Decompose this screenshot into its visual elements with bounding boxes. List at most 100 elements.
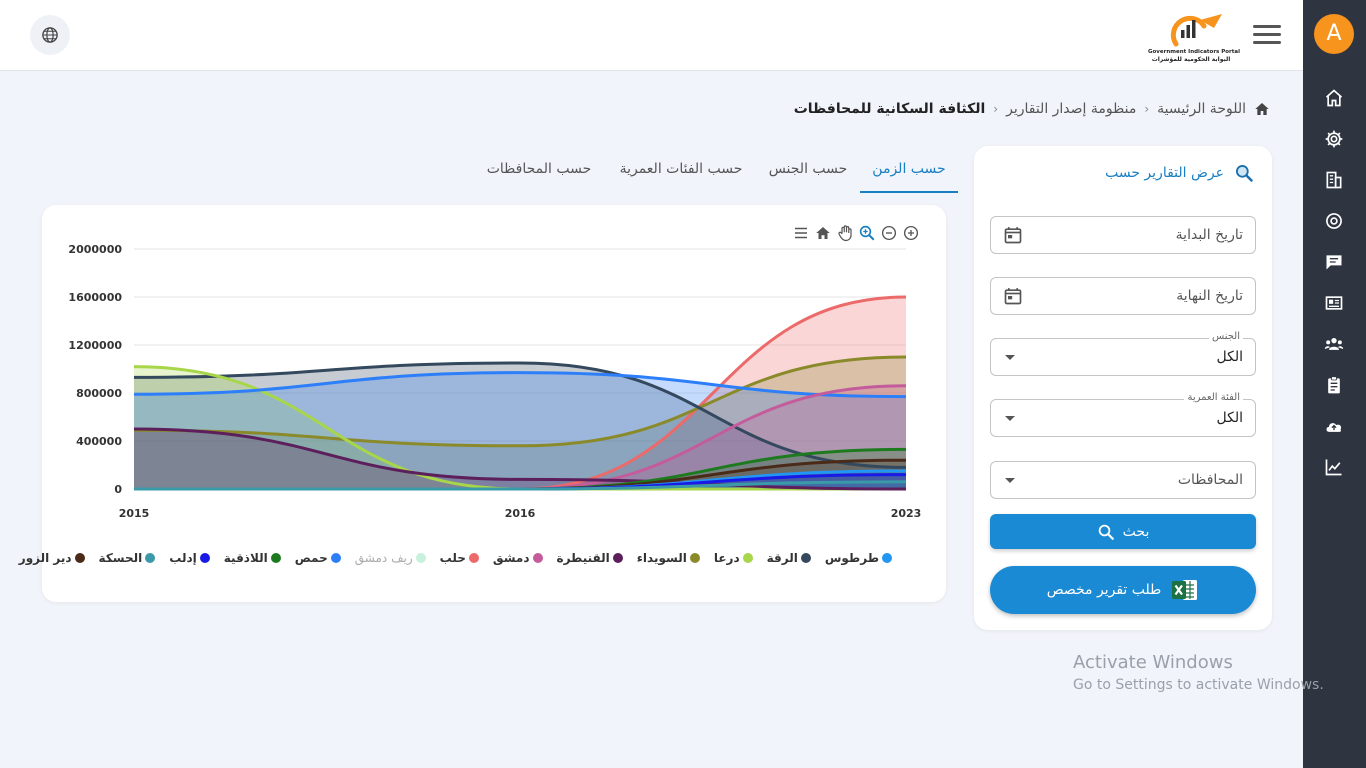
governorates-placeholder: المحافظات (1177, 472, 1243, 488)
legend-item[interactable]: حلب (440, 549, 479, 567)
y-tick-label: 2000000 (68, 243, 122, 256)
chart-menu-icon[interactable] (792, 224, 810, 242)
legend-item[interactable]: دير الزور (19, 549, 85, 567)
chevron-down-icon (1005, 416, 1015, 421)
gender-select[interactable]: الجنس الكل (990, 331, 1256, 376)
legend-marker (145, 553, 156, 563)
governorates-select[interactable]: المحافظات (990, 461, 1256, 499)
breadcrumb-section[interactable]: منظومة إصدار التقارير (1006, 101, 1137, 117)
chart-legend: طرطوس الرقة درعا السويداء القنيطرة دمشق حلب ريف… (19, 549, 892, 567)
gear-icon[interactable] (1324, 129, 1344, 149)
clipboard-icon[interactable] (1324, 375, 1344, 395)
legend-label: السويداء (636, 551, 687, 565)
legend-item[interactable]: اللاذقية (224, 549, 281, 567)
calendar-icon[interactable] (1003, 225, 1023, 245)
custom-report-label: طلب تقرير مخصص (1046, 582, 1162, 598)
news-icon[interactable] (1324, 293, 1344, 313)
chart-toolbar (792, 224, 920, 242)
portal-logo[interactable]: Government Indicators Portal البوابة الح… (1148, 6, 1240, 66)
logo-chart-icon (1170, 14, 1222, 47)
legend-marker (270, 553, 281, 563)
start-date-field[interactable]: تاريخ البداية (990, 216, 1256, 254)
report-tabs: حسب الزمن حسب الجنس حسب الفئات العمرية ح… (474, 150, 958, 193)
legend-label: دمشق (492, 551, 530, 565)
y-tick-label: 1600000 (68, 291, 122, 304)
legend-item[interactable]: حمص (295, 549, 341, 567)
home-icon[interactable] (1324, 88, 1344, 108)
age-group-label: الفئة العمرية (1184, 392, 1243, 403)
top-header: Government Indicators Portal البوابة الح… (0, 0, 1303, 71)
x-tick-label: 2016 (505, 507, 536, 520)
menu-toggle-button[interactable] (1253, 25, 1281, 45)
start-date-placeholder: تاريخ البداية (1175, 227, 1243, 243)
chat-icon[interactable] (1324, 252, 1344, 272)
breadcrumb-home[interactable]: اللوحة الرئيسية (1157, 101, 1246, 117)
y-tick-label: 800000 (76, 387, 122, 400)
chevron-down-icon (1005, 355, 1015, 360)
legend-marker (330, 553, 341, 563)
calendar-icon[interactable] (1003, 286, 1023, 306)
excel-icon (1172, 580, 1198, 600)
users-icon[interactable] (1324, 334, 1344, 354)
filter-panel-title: عرض التقارير حسب (1105, 165, 1224, 181)
legend-label: القنيطرة (556, 551, 610, 565)
line-chart-icon[interactable] (1324, 457, 1344, 477)
home-icon[interactable] (1254, 101, 1270, 117)
gender-label: الجنس (1208, 331, 1243, 342)
series-line[interactable] (133, 355, 907, 448)
legend-label: حمص (294, 551, 328, 565)
population-area-chart: 2000000 1600000 1200000 800000 400000 0 2015 20… (68, 243, 921, 520)
legend-label: درعا (713, 551, 740, 565)
legend-item[interactable]: ريف دمشق (355, 549, 426, 567)
zoom-in-icon[interactable] (902, 224, 920, 242)
legend-item[interactable]: القنيطرة (557, 549, 623, 567)
reset-home-icon[interactable] (814, 224, 832, 242)
age-group-select[interactable]: الفئة العمرية الكل (990, 392, 1256, 437)
legend-marker (415, 553, 426, 563)
cloud-upload-icon[interactable] (1324, 416, 1344, 436)
tab-by-governorates[interactable]: حسب المحافظات (486, 161, 592, 177)
end-date-field[interactable]: تاريخ النهاية (990, 277, 1256, 315)
zoom-out-icon[interactable] (880, 224, 898, 242)
age-group-value: الكل (1216, 410, 1244, 426)
target-icon[interactable] (1324, 211, 1344, 231)
hamburger-icon (1253, 25, 1281, 28)
pan-hand-icon[interactable] (836, 224, 854, 242)
search-button[interactable]: بحث (990, 514, 1256, 549)
series-area (134, 297, 906, 489)
zoom-select-icon[interactable] (858, 224, 876, 242)
legend-item[interactable]: دمشق (493, 549, 543, 567)
tab-by-age-groups[interactable]: حسب الفئات العمرية (619, 161, 743, 177)
legend-marker (689, 553, 700, 563)
breadcrumb-current: الكثافة السكانية للمحافظات (793, 101, 986, 117)
series-area (134, 385, 906, 489)
legend-item[interactable]: درعا (714, 549, 753, 567)
legend-label: الرقة (766, 551, 798, 565)
legend-label: ريف دمشق (354, 551, 413, 565)
legend-item[interactable]: طرطوس (825, 549, 892, 567)
legend-marker (532, 553, 543, 563)
user-avatar[interactable]: A (1314, 14, 1354, 54)
legend-item[interactable]: الرقة (767, 549, 811, 567)
breadcrumb-separator: ‹ (1144, 102, 1150, 116)
side-navigation: A (1303, 0, 1366, 768)
legend-item[interactable]: السويداء (637, 549, 700, 567)
series-line[interactable] (133, 361, 907, 469)
search-button-label: بحث (1122, 523, 1150, 540)
legend-label: اللاذقية (223, 551, 268, 565)
series-line[interactable] (134, 480, 907, 491)
custom-report-button[interactable]: طلب تقرير مخصص (990, 566, 1256, 614)
building-icon[interactable] (1324, 170, 1344, 190)
series-line[interactable] (133, 371, 907, 399)
legend-label: طرطوس (824, 551, 879, 565)
series-area (134, 357, 906, 489)
legend-item[interactable]: الحسكة (99, 549, 156, 567)
y-tick-label: 1200000 (68, 339, 122, 352)
language-globe-button[interactable] (30, 15, 70, 55)
tab-by-gender[interactable]: حسب الجنس (768, 161, 848, 177)
legend-marker (612, 553, 623, 563)
tab-by-time[interactable]: حسب الزمن (860, 150, 958, 193)
activate-windows-title: Activate Windows (1073, 652, 1233, 673)
series-line[interactable] (133, 427, 907, 491)
legend-item[interactable]: إدلب (169, 549, 210, 567)
